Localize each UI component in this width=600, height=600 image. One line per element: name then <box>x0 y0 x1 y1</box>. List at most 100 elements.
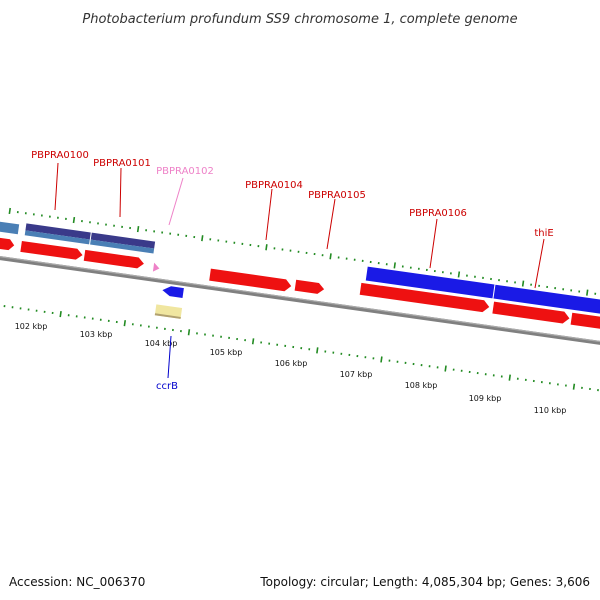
lower-tick-43 <box>340 352 343 355</box>
upper-tick-72 <box>586 289 589 296</box>
cds-arrow-8[interactable] <box>570 312 600 331</box>
lower-tick-33 <box>260 341 263 344</box>
lower-tick-32 <box>251 338 255 345</box>
lower-tick-53 <box>420 364 423 367</box>
lower-tick-62 <box>492 374 495 377</box>
upper-tick-24 <box>201 235 204 242</box>
upper-tick-41 <box>337 256 340 259</box>
leader-pbpra0101 <box>119 167 122 218</box>
gene-label-thie[interactable]: thiE <box>534 228 553 239</box>
lower-tick-60 <box>476 371 479 375</box>
lower-tick-5 <box>35 309 38 312</box>
ruler-label-103: 103 kbp <box>80 330 113 339</box>
upper-tick-48 <box>393 262 396 269</box>
lower-tick-67 <box>532 379 535 383</box>
lower-tick-72 <box>572 383 576 390</box>
lower-tick-59 <box>468 370 471 374</box>
genome-track <box>0 207 600 392</box>
lower-tick-35 <box>276 343 279 346</box>
leader-ccrb <box>167 335 172 379</box>
ruler-label-105: 105 kbp <box>210 348 243 357</box>
upper-tick-11 <box>97 222 99 225</box>
lower-tick-65 <box>516 377 519 380</box>
upper-tick-66 <box>538 284 541 287</box>
upper-tick-2 <box>24 212 27 215</box>
cds-arrow-6[interactable] <box>359 282 490 313</box>
gene-label-pbpra0102[interactable]: PBPRA0102 <box>156 166 214 177</box>
lower-tick-49 <box>388 359 391 362</box>
upper-tick-34 <box>281 248 284 251</box>
lower-tick-10 <box>75 315 78 318</box>
upper-tick-8 <box>72 216 76 224</box>
upper-tick-22 <box>185 234 188 238</box>
upper-tick-51 <box>417 267 420 270</box>
lower-tick-12 <box>91 317 94 320</box>
upper-tick-29 <box>241 242 244 245</box>
lower-tick-56 <box>444 365 447 372</box>
gene-label-pbpra0104[interactable]: PBPRA0104 <box>245 180 303 191</box>
gene-block-pbpra0101-steel[interactable] <box>90 239 155 254</box>
cds-arrow-4[interactable] <box>209 268 292 292</box>
upper-tick-54 <box>441 271 444 274</box>
lower-tick-20 <box>155 326 158 329</box>
lower-tick-46 <box>364 356 367 359</box>
cds-arrow-3[interactable] <box>83 249 145 269</box>
gene-block-pbpra0100-steel[interactable] <box>24 230 90 245</box>
upper-tick-71 <box>578 290 581 293</box>
gene-block-pbpra0106-blue[interactable] <box>365 266 495 299</box>
lower-tick-63 <box>500 375 503 378</box>
upper-tick-13 <box>113 224 115 227</box>
cds-arrow-1[interactable] <box>0 237 15 251</box>
lower-tick-68 <box>540 381 543 384</box>
upper-tick-67 <box>546 285 549 289</box>
gene-block-pbpra0101-navy[interactable] <box>90 232 156 249</box>
gene-label-ccrb[interactable]: ccrB <box>156 381 178 392</box>
upper-tick-70 <box>570 289 573 292</box>
gene-label-pbpra0106[interactable]: PBPRA0106 <box>409 208 467 219</box>
upper-tick-3 <box>32 213 35 216</box>
lower-tick-54 <box>428 365 431 368</box>
upper-tick-45 <box>369 260 372 264</box>
lower-tick-14 <box>107 319 110 323</box>
cds-arrow-7[interactable] <box>492 301 570 325</box>
gene-label-pbpra0101[interactable]: PBPRA0101 <box>93 158 151 169</box>
gene-block-ccrb[interactable] <box>162 285 184 298</box>
lower-tick-69 <box>548 382 551 385</box>
upper-tick-row <box>8 207 597 296</box>
gene-label-pbpra0105[interactable]: PBPRA0105 <box>308 190 366 201</box>
lower-tick-30 <box>236 337 239 341</box>
gene-block-left-blue[interactable] <box>0 221 20 235</box>
ruler-labels: 102 kbp 103 kbp 104 kbp 105 kbp 106 kbp … <box>15 322 567 415</box>
ruler-label-109: 109 kbp <box>469 394 502 403</box>
ruler-label-108: 108 kbp <box>405 381 438 390</box>
leader-pbpra0104 <box>265 188 273 241</box>
gene-block-thie-blue[interactable] <box>493 284 600 317</box>
upper-tick-73 <box>594 292 597 295</box>
cds-arrow-2[interactable] <box>20 240 83 261</box>
gene-block-tan-edge <box>154 313 181 319</box>
upper-tick-55 <box>449 272 452 275</box>
upper-tick-4 <box>40 214 43 217</box>
gene-labels: PBPRA0100 PBPRA0101 PBPRA0102 PBPRA0104 … <box>31 150 554 392</box>
leader-pbpra0105 <box>326 198 336 250</box>
gene-label-pbpra0100[interactable]: PBPRA0100 <box>31 150 89 161</box>
lower-tick-44 <box>348 353 351 357</box>
lower-tick-9 <box>67 314 70 317</box>
lower-tick-4 <box>27 308 30 311</box>
upper-tick-20 <box>169 232 172 235</box>
upper-tick-25 <box>209 238 212 241</box>
upper-tick-36 <box>297 250 300 253</box>
upper-tick-31 <box>257 245 260 248</box>
cds-arrow-5[interactable] <box>294 279 325 295</box>
upper-tick-14 <box>121 225 123 228</box>
pbpra0102-marker[interactable] <box>152 262 160 273</box>
upper-tick-1 <box>16 210 19 214</box>
upper-tick-28 <box>233 241 236 244</box>
gene-block-pbpra0100-navy[interactable] <box>25 223 91 240</box>
lower-tick-21 <box>163 327 166 330</box>
upper-tick-50 <box>409 266 412 269</box>
lower-tick-75 <box>597 388 599 392</box>
lower-tick-13 <box>99 318 102 321</box>
lower-tick-37 <box>292 345 295 349</box>
